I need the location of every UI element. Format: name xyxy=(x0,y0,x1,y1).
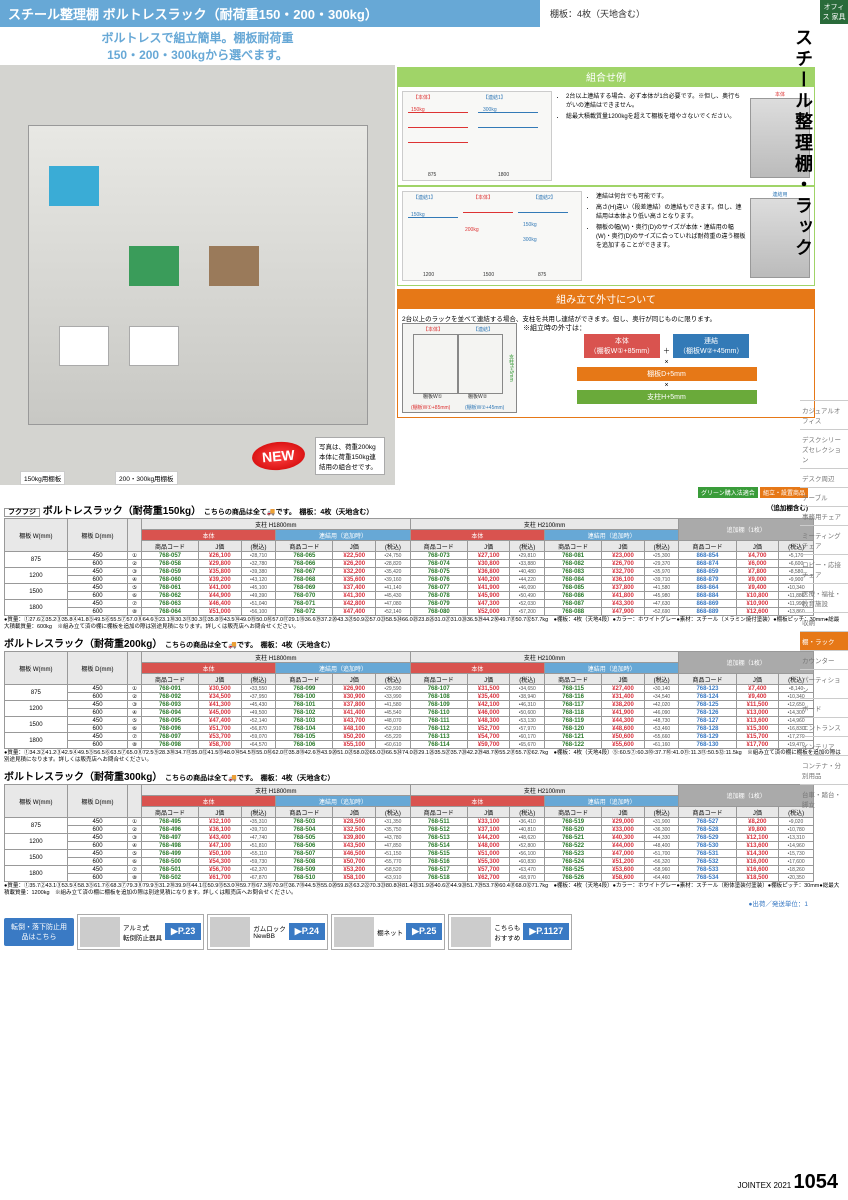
table-row: 600④768-060¥39,200•43,120768-068¥35,600•… xyxy=(5,576,814,584)
side-nav-item[interactable]: 棚・ラック xyxy=(800,631,848,650)
table-row: 600②768-496¥36,100•39,710768-504¥32,500•… xyxy=(5,826,814,834)
shipping-note: ●出荷／発送単位：1 xyxy=(0,898,848,908)
product-table: 棚板 W(mm)棚板 D(mm)支柱 H1800mm支柱 H2100mm追加棚（… xyxy=(4,651,814,749)
promo-card[interactable]: こちらも おすすめ▶P.1127 xyxy=(448,914,572,950)
label-200kg: 200・300kg用棚板 xyxy=(115,471,178,485)
subtitle: ボルトレスで組立簡単。棚板耐荷重150・200・300kgから選べます。 xyxy=(0,27,395,65)
shelf-count-note: 棚板：4枚（天地含む） xyxy=(550,7,645,20)
side-nav-item[interactable]: ロビー・応接チェア xyxy=(800,554,848,583)
side-nav-item[interactable]: 台車・踏台・脚立 xyxy=(800,784,848,813)
side-nav-item[interactable]: カジュアルオフィス xyxy=(800,400,848,429)
table-row: 1200450③768-497¥43,400•47,740768-505¥39,… xyxy=(5,834,814,842)
product-table: 棚板 W(mm)棚板 D(mm)支柱 H1800mm支柱 H2100mm追加棚（… xyxy=(4,518,814,616)
table-row: 1500450⑤768-061¥41,000•45,100768-069¥37,… xyxy=(5,584,814,592)
table-row: 875450①768-495¥32,100•35,310768-503¥28,5… xyxy=(5,818,814,826)
promo-card[interactable]: ガムロック NewBB▶P.24 xyxy=(207,914,328,950)
side-nav-item[interactable]: パーティション xyxy=(800,669,848,698)
side-nav-item[interactable]: コンテナ・分別用品 xyxy=(800,755,848,784)
table-row: 600⑥768-096¥51,700•56,870768-104¥48,100•… xyxy=(5,725,814,733)
side-nav-item[interactable]: カウンター xyxy=(800,650,848,669)
combo-body-1: 【本体】 【連結1】 150kg 300kg 875 1800 2台以上連結する… xyxy=(397,86,815,186)
assembly-header: 組み立て外寸について xyxy=(397,289,815,308)
side-nav-item[interactable]: ミーティングチェア xyxy=(800,525,848,554)
table-row: 600②768-058¥29,800•32,780768-066¥26,200•… xyxy=(5,560,814,568)
side-nav-item[interactable]: テーブル xyxy=(800,487,848,506)
side-nav-item[interactable]: ボード xyxy=(800,698,848,717)
table-row: 1500450⑤768-499¥50,100•55,110768-507¥46,… xyxy=(5,850,814,858)
table-row: 1800450⑦768-501¥56,700•62,370768-509¥53,… xyxy=(5,866,814,874)
promo-tag: 転倒・落下防止用品はこちら xyxy=(4,918,74,946)
side-nav-item[interactable]: デスクシリーズセレクション xyxy=(800,429,848,468)
table-title: フクフジ ボルトレスラック（耐荷重150kg） こちらの商品は全て🚚です。 棚板… xyxy=(4,502,848,517)
table-row: 600⑧768-064¥51,000•56,100768-072¥47,400•… xyxy=(5,608,814,616)
side-nav-item[interactable]: デスク周辺 xyxy=(800,468,848,487)
assembly-body: 2台以上のラックを並べて連結する場合、支柱を共用し連結ができます。但し、奥行が同… xyxy=(397,308,815,418)
combo-body-2: 【連結1】 【本体】 【連結2】 150kg 200kg 150kg 300kg… xyxy=(397,186,815,286)
table-row: 875450①768-057¥26,100•28,710768-065¥22,5… xyxy=(5,552,814,560)
product-table: 棚板 W(mm)棚板 D(mm)支柱 H1800mm支柱 H2100mm追加棚（… xyxy=(4,784,814,882)
table-row: 1200450③768-059¥35,800•39,380768-067¥32,… xyxy=(5,568,814,576)
side-tab-office: オフィス 家具 xyxy=(820,0,848,24)
table-notes: ●質量：①27.6②35.2③35.8④41.8⑤49.5⑥55.5⑦57.0⑧… xyxy=(0,616,848,631)
table-row: 600⑧768-502¥61,700•67,870768-510¥58,100•… xyxy=(5,874,814,882)
table-notes: ●質量：①35.7②43.1③53.5④58.3⑤61.7⑥68.3⑦79.3⑧… xyxy=(0,882,848,897)
table-title: ボルトレスラック（耐荷重200kg） こちらの商品は全て🚚です。 棚板：4枚（天… xyxy=(4,635,848,650)
photo-caption: 写真は、荷重200kg本体に荷重150kg連結用の組合せです。 xyxy=(315,437,385,475)
side-nav-item[interactable]: 事務用チェア xyxy=(800,506,848,525)
table-row: 600⑥768-500¥54,300•59,730768-508¥50,700•… xyxy=(5,858,814,866)
side-nav-item[interactable]: 医療・福祉・教育施設 xyxy=(800,583,848,612)
combo-header: 組合せ例 xyxy=(397,67,815,86)
table-title: ボルトレスラック（耐荷重300kg） こちらの商品は全て🚚です。 棚板：4枚（天… xyxy=(4,768,848,783)
green-badge: グリーン購入法適合 xyxy=(698,487,758,498)
side-title: スチール整理棚・ラック xyxy=(790,28,816,259)
table-row: 600④768-094¥45,000•49,500768-102¥41,400•… xyxy=(5,709,814,717)
label-150kg: 150kg用棚板 xyxy=(20,471,65,485)
table-row: 1800450⑦768-063¥46,400•51,040768-071¥42,… xyxy=(5,600,814,608)
side-nav: カジュアルオフィスデスクシリーズセレクションデスク周辺テーブル事務用チェアミーテ… xyxy=(800,400,848,813)
table-row: 1800450⑦768-097¥53,700•59,070768-105¥50,… xyxy=(5,733,814,741)
new-badge: NEW xyxy=(251,440,306,472)
product-photo: 150kg用棚板 200・300kg用棚板 写真は、荷重200kg本体に荷重15… xyxy=(0,65,395,485)
side-nav-item[interactable]: インテリア xyxy=(800,736,848,755)
table-row: 1200450③768-093¥41,300•45,430768-101¥37,… xyxy=(5,701,814,709)
side-nav-item[interactable]: エントランス xyxy=(800,717,848,736)
side-nav-item[interactable]: 収納 xyxy=(800,612,848,631)
table-row: 600⑥768-062¥44,900•49,390768-070¥41,300•… xyxy=(5,592,814,600)
table-notes: ●質量：①34.3②41.2③42.5④49.5⑤56.5⑥63.5⑦65.0⑧… xyxy=(0,749,848,764)
promo-card[interactable]: 棚ネット▶P.25 xyxy=(331,914,445,950)
table-row: 600④768-498¥47,100•51,810768-506¥43,500•… xyxy=(5,842,814,850)
table-row: 600⑧768-098¥58,700•64,570768-106¥55,100•… xyxy=(5,741,814,749)
footer: JOINTEX 2021 1054 xyxy=(737,1171,838,1194)
table-row: 875450①768-091¥30,500•33,550768-099¥26,9… xyxy=(5,685,814,693)
bottom-promo: 転倒・落下防止用品はこちら アルミ式 転倒防止器具▶P.23ガムロック NewB… xyxy=(4,914,844,950)
promo-card[interactable]: アルミ式 転倒防止器具▶P.23 xyxy=(77,914,204,950)
table-row: 600②768-092¥34,500•37,950768-100¥30,900•… xyxy=(5,693,814,701)
page-title-bar: スチール整理棚 ボルトレスラック（耐荷重150・200・300kg） xyxy=(0,0,540,27)
table-row: 1500450⑤768-095¥47,400•52,140768-103¥43,… xyxy=(5,717,814,725)
